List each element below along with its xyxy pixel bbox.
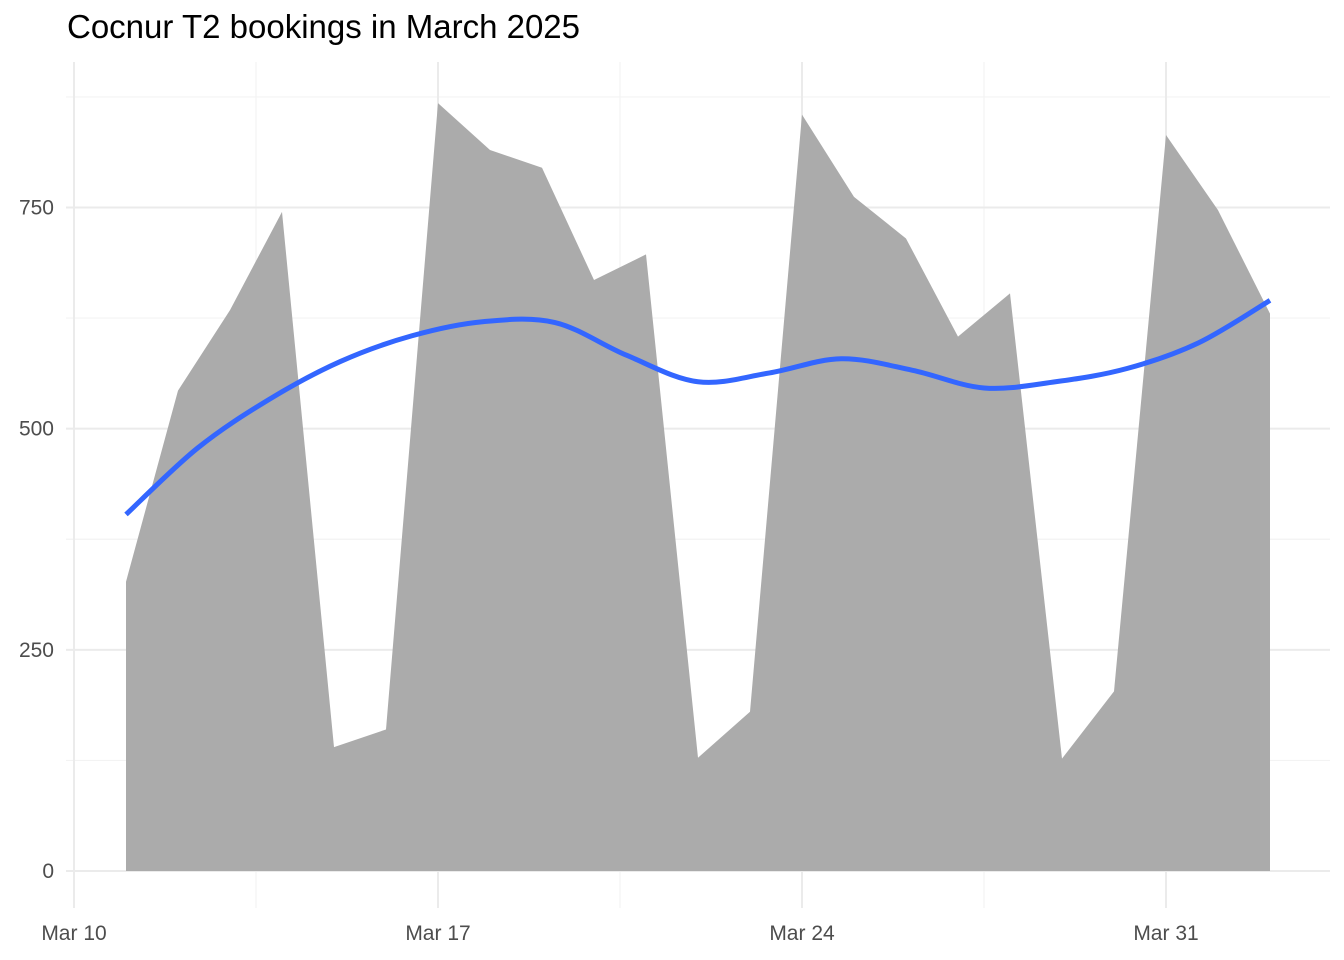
- x-tick-label: Mar 10: [41, 922, 106, 945]
- chart-title: Cocnur T2 bookings in March 2025: [67, 8, 581, 45]
- area-series: [126, 103, 1270, 872]
- x-tick-label: Mar 31: [1133, 922, 1198, 945]
- x-tick-label: Mar 17: [405, 922, 470, 945]
- area-layer: [126, 103, 1270, 872]
- y-tick-label: 250: [19, 639, 54, 662]
- y-tick-label: 750: [19, 197, 54, 220]
- smooth-line: [124, 298, 1272, 517]
- y-tick-label: 0: [42, 860, 54, 883]
- x-tick-label: Mar 24: [769, 922, 835, 945]
- smooth-layer: [124, 298, 1272, 517]
- axis-layer: 0 250 500 750 Mar 10 Mar 17 Mar 24 Mar 31: [19, 197, 1199, 946]
- y-tick-label: 500: [19, 418, 54, 441]
